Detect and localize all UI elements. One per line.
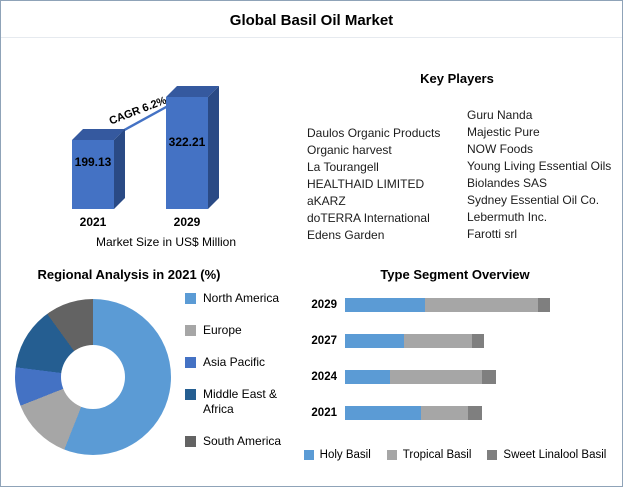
segment-tropical-basil <box>404 333 472 348</box>
bar-front-face <box>72 140 114 209</box>
segment-year-label: 2024 <box>311 370 337 383</box>
type-segment-chart: 2029 2027 2024 2021 <box>297 297 613 441</box>
regional-donut-chart <box>15 299 171 455</box>
key-player-name: Organic harvest <box>307 143 392 157</box>
type-segment-title: Type Segment Overview <box>380 267 530 282</box>
type-segment-section: Type Segment Overview 2029 2027 2024 2021 H… <box>297 263 613 481</box>
legend-label: Sweet Linalool Basil <box>503 449 607 461</box>
key-player-name: Daulos Organic Products <box>307 126 441 140</box>
segment-year-label: 2021 <box>311 406 337 419</box>
segment-bar-row: 2024 <box>297 369 613 384</box>
legend-label: South America <box>203 434 282 448</box>
segment-bar-row: 2027 <box>297 333 613 348</box>
segment-sweet-linalool-basil <box>472 333 484 348</box>
legend-label: Tropical Basil <box>402 449 472 461</box>
legend-swatch <box>185 325 196 336</box>
bar-value-label: 199.13 <box>74 155 112 169</box>
legend-item: Asia Pacific <box>185 355 297 370</box>
legend-item: Europe <box>185 323 297 338</box>
legend-swatch <box>185 389 196 400</box>
segment-year-label: 2027 <box>311 334 337 347</box>
segment-holy-basil <box>345 297 425 312</box>
key-player-name: aKARZ <box>307 194 346 208</box>
key-player-name: Guru Nanda <box>467 108 533 122</box>
donut-hole <box>61 345 125 409</box>
segment-sweet-linalool-basil <box>482 369 496 384</box>
segment-bar-row: 2029 <box>297 297 613 312</box>
legend-swatch <box>487 450 498 460</box>
segment-stacked-bar <box>345 369 496 384</box>
legend-label: Europe <box>203 323 242 337</box>
segment-tropical-basil <box>425 297 538 312</box>
key-player-name: Young Living Essential Oils <box>467 159 612 173</box>
regional-legend: North America Europe Asia Pacific Middle Ea… <box>185 291 297 466</box>
key-player-name: Farotti srl <box>467 227 518 241</box>
x-axis-year-label: 2021 <box>79 215 107 229</box>
type-segment-legend: Holy Basil Tropical Basil Sweet Linalool B… <box>297 449 613 461</box>
segment-tropical-basil <box>390 369 482 384</box>
segment-holy-basil <box>345 333 404 348</box>
key-players-column-2: Guru Nanda Majestic Pure NOW Foods Young Li… <box>467 107 613 243</box>
key-players-section: Key Players Daulos Organic Products Organ… <box>301 65 613 265</box>
bar-top-face <box>166 86 219 97</box>
bar-value-label: 322.21 <box>168 135 206 149</box>
legend-label: Holy Basil <box>319 449 371 461</box>
key-player-name: Lebermuth Inc. <box>467 210 548 224</box>
key-player-name: Biolandes SAS <box>467 176 548 190</box>
legend-label: North America <box>203 291 280 305</box>
legend-item: South America <box>185 434 297 449</box>
legend-item: Sweet Linalool Basil <box>487 449 606 461</box>
segment-holy-basil <box>345 405 421 420</box>
legend-swatch <box>185 293 196 304</box>
x-axis-year-label: 2029 <box>173 215 201 229</box>
segment-tropical-basil <box>421 405 468 420</box>
key-player-name: Majestic Pure <box>467 125 540 139</box>
key-player-name: La Tourangell <box>307 160 379 174</box>
legend-item: Tropical Basil <box>386 449 472 461</box>
segment-stacked-bar <box>345 405 482 420</box>
regional-analysis-title: Regional Analysis in 2021 (%) <box>37 267 221 282</box>
legend-swatch <box>185 357 196 368</box>
segment-sweet-linalool-basil <box>468 405 482 420</box>
bar-side-face <box>114 129 125 209</box>
segment-stacked-bar <box>345 333 484 348</box>
bar-top-face <box>72 129 125 140</box>
market-size-caption: Market Size in US$ Million <box>95 235 237 249</box>
key-player-name: Sydney Essential Oil Co. <box>467 193 600 207</box>
legend-swatch <box>185 436 196 447</box>
key-player-name: Edens Garden <box>307 228 385 242</box>
market-size-x-axis: 2021 2029 <box>46 215 286 231</box>
header-divider <box>1 37 622 38</box>
market-size-section: CAGR 6.2% 199.13 322.21 2021 2029 Market S… <box>46 59 296 254</box>
legend-swatch <box>303 450 314 460</box>
segment-bar-row: 2021 <box>297 405 613 420</box>
legend-label: Middle East & Africa <box>203 387 278 416</box>
legend-swatch <box>386 450 397 460</box>
key-players-title: Key Players <box>420 71 494 86</box>
segment-year-label: 2029 <box>311 298 337 311</box>
key-player-name: HEALTHAID LIMITED <box>307 177 425 191</box>
legend-label: Asia Pacific <box>203 355 266 369</box>
regional-analysis-section: Regional Analysis in 2021 (%) North Amer… <box>9 263 299 481</box>
key-players-column-1: Daulos Organic Products Organic harvest La… <box>307 125 465 244</box>
key-player-name: NOW Foods <box>467 142 534 156</box>
page-title: Global Basil Oil Market <box>229 12 394 29</box>
key-player-name: doTERRA International <box>307 211 430 225</box>
segment-holy-basil <box>345 369 390 384</box>
legend-item: North America <box>185 291 297 306</box>
bar-side-face <box>208 86 219 209</box>
segment-stacked-bar <box>345 297 550 312</box>
legend-item: Holy Basil <box>303 449 371 461</box>
bar-front-face <box>166 97 208 209</box>
market-size-plot: CAGR 6.2% 199.13 322.21 <box>46 59 286 209</box>
legend-item: Middle East & Africa <box>185 387 297 417</box>
segment-sweet-linalool-basil <box>538 297 550 312</box>
